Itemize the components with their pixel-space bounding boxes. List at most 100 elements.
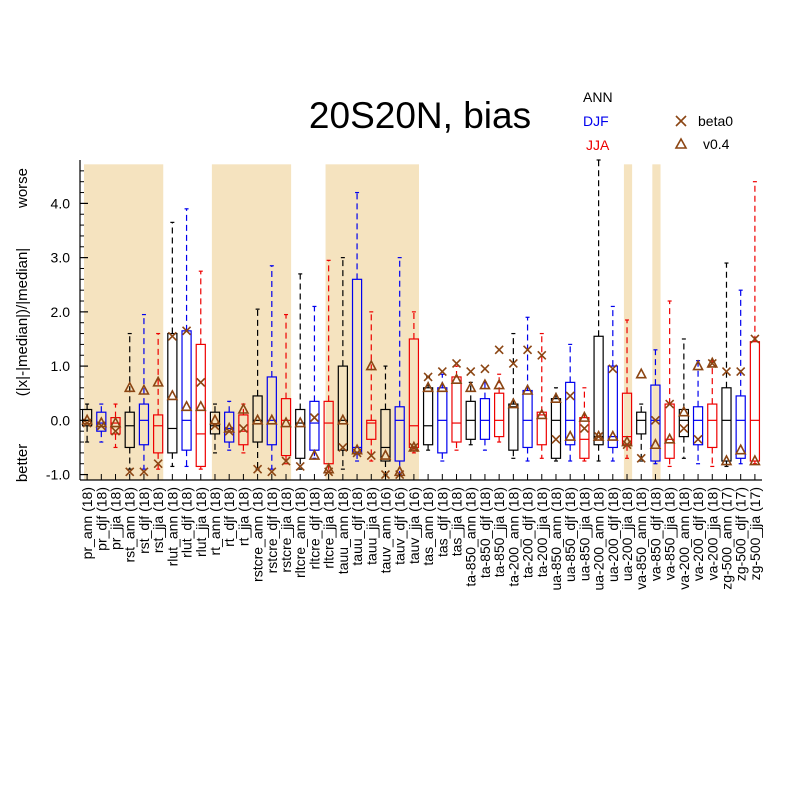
x-tick-label: tauv_djf (16) xyxy=(392,487,408,565)
marker-v04 xyxy=(749,454,761,466)
x-tick-labels: pr_ann (18)pr_djf (18)pr_jja (18)rst_ann… xyxy=(79,487,763,591)
x-tick-label: ta-850_ann (18) xyxy=(463,487,479,587)
marker-v04 xyxy=(507,397,520,409)
box-40 xyxy=(635,367,648,463)
marker-v04 xyxy=(152,375,164,387)
marker-v04 xyxy=(280,416,292,428)
box-9 xyxy=(194,270,207,470)
marker-beta0 xyxy=(324,467,334,477)
box-17 xyxy=(308,305,321,460)
box-iqr xyxy=(636,411,647,435)
x-tick-label: rlut_ann (18) xyxy=(164,487,180,566)
box-iqr xyxy=(664,403,675,459)
marker-beta0 xyxy=(437,366,447,377)
highlight-band xyxy=(623,164,633,480)
box-iqr xyxy=(266,376,277,446)
box-iqr xyxy=(678,408,690,438)
x-tick-label: tauu_djf (18) xyxy=(349,487,365,566)
x-tick-label: zg-500_jja (17) xyxy=(747,487,763,580)
x-tick-label: ua-850_ann (18) xyxy=(548,487,564,591)
x-tick-label: ua-850_djf (18) xyxy=(562,487,578,582)
x-tick-label: tas_djf (18) xyxy=(434,487,450,557)
box-iqr xyxy=(238,414,249,446)
x-tick-label: va-850_jja (18) xyxy=(662,487,678,580)
box-iqr xyxy=(451,376,462,443)
marker-v04 xyxy=(408,440,420,452)
box-14 xyxy=(265,265,278,477)
marker-v04 xyxy=(592,429,605,441)
marker-beta0 xyxy=(423,372,433,382)
box-11 xyxy=(223,400,236,451)
box-26 xyxy=(436,366,449,462)
legend-season-djf: DJF xyxy=(583,113,609,129)
marker-v04 xyxy=(550,391,562,403)
box-48 xyxy=(749,181,761,466)
marker-v04 xyxy=(606,429,619,441)
legend-v04-label: v0.4 xyxy=(703,136,730,152)
box-series xyxy=(81,159,761,480)
box-7 xyxy=(166,221,179,468)
box-15 xyxy=(280,313,292,466)
box-3 xyxy=(109,403,122,449)
marker-beta0 xyxy=(110,426,121,436)
box-12 xyxy=(237,402,250,454)
x-tick-label: va-850_ann (18) xyxy=(633,487,649,590)
marker-v04 xyxy=(180,400,193,412)
marker-v04 xyxy=(706,356,719,368)
box-iqr xyxy=(181,330,192,451)
marker-beta0 xyxy=(409,442,419,453)
y-tick-label: 0.0 xyxy=(51,412,71,428)
marker-beta0 xyxy=(96,421,106,431)
box-33 xyxy=(535,332,548,459)
marker-beta0 xyxy=(238,423,248,434)
marker-beta0 xyxy=(480,364,490,374)
box-iqr xyxy=(607,365,618,449)
marker-v04 xyxy=(422,381,434,393)
marker-beta0 xyxy=(650,415,661,425)
box-iqr xyxy=(479,398,491,440)
marker-v04 xyxy=(237,402,250,414)
x-tick-label: zg-500_ann (17) xyxy=(718,487,734,590)
box-iqr xyxy=(593,335,604,446)
marker-beta0 xyxy=(736,366,746,377)
box-iqr xyxy=(394,406,405,462)
y-tick-label: 1.0 xyxy=(51,358,71,374)
box-43 xyxy=(678,338,690,459)
box-iqr xyxy=(493,392,505,438)
x-tick-label: va-200_jja (18) xyxy=(704,487,720,580)
box-iqr xyxy=(522,389,533,449)
box-iqr xyxy=(337,365,349,451)
marker-beta0 xyxy=(750,334,760,344)
marker-beta0 xyxy=(309,413,320,423)
x-tick-label: ta-200_jja (18) xyxy=(534,487,550,577)
marker-v04 xyxy=(692,359,704,371)
box-20 xyxy=(351,191,363,462)
box-36 xyxy=(578,387,591,462)
box-29 xyxy=(479,364,491,451)
box-45 xyxy=(706,356,719,468)
marker-beta0 xyxy=(494,345,504,355)
marker-v04 xyxy=(365,359,378,371)
x-tick-label: pr_djf (18) xyxy=(93,487,109,551)
box-4 xyxy=(123,332,136,477)
box-iqr xyxy=(422,387,434,446)
marker-beta0 xyxy=(281,456,291,466)
x-tick-label: rst_jja (18) xyxy=(150,487,166,553)
highlight-band xyxy=(84,164,164,480)
marker-beta0 xyxy=(721,366,732,377)
y-axis-label-worse: worse xyxy=(14,168,31,209)
box-25 xyxy=(422,372,434,451)
marker-beta0 xyxy=(679,423,689,434)
marker-v04 xyxy=(109,416,122,428)
marker-v04 xyxy=(678,405,690,417)
y-tick-label: 4.0 xyxy=(51,195,71,211)
marker-beta0 xyxy=(608,364,618,374)
box-46 xyxy=(720,262,733,468)
box-iqr xyxy=(536,411,547,446)
box-iqr xyxy=(550,398,562,459)
x-tick-label: rlut_djf (18) xyxy=(179,487,195,558)
marker-beta0 xyxy=(579,423,589,434)
y-axis-label: (|x|-|median|)/|median| xyxy=(14,248,31,396)
x-tick-label: rstcre_jja (18) xyxy=(278,487,294,573)
highlight-bands xyxy=(84,164,661,480)
